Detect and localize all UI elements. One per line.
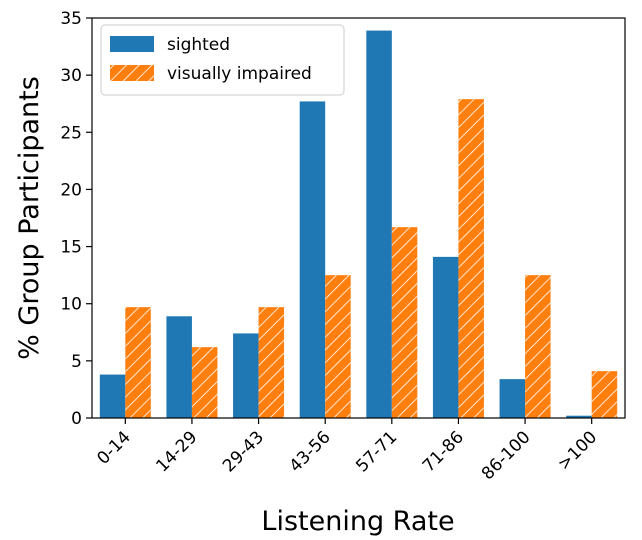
- y-tick-label: 30: [60, 66, 82, 86]
- bar-sighted-5: [432, 256, 459, 418]
- bar-sighted-1: [166, 316, 192, 418]
- y-axis: 0 5 10 15 20 25 30 35: [60, 9, 92, 429]
- x-tick-label: 71-86: [419, 427, 468, 476]
- y-tick-label: 0: [71, 409, 82, 429]
- legend-swatch-sighted: [110, 36, 154, 52]
- y-tick-label: 10: [60, 295, 82, 315]
- x-tick-label: 0-14: [93, 427, 134, 468]
- bar-hatch-4: [391, 227, 418, 418]
- plot-frame: [91, 17, 626, 419]
- bar-sighted-4: [366, 30, 392, 418]
- legend-swatch-hatch: [110, 65, 154, 81]
- y-tick-label: 5: [71, 352, 82, 372]
- y-tick-label: 15: [60, 238, 82, 258]
- bar-sighted-0: [99, 374, 126, 418]
- x-tick-label: 14-29: [152, 427, 201, 476]
- x-axis-title: Listening Rate: [261, 506, 454, 537]
- y-tick-label: 35: [60, 9, 82, 29]
- x-tick-label: 86-100: [478, 427, 535, 484]
- x-axis: 0-14 14-29 29-43 43-56 57-71 71-86 86-100 >100: [93, 418, 601, 484]
- x-tick-label: >100: [554, 427, 601, 474]
- plot-area: [99, 30, 618, 419]
- bar-sighted-3: [299, 101, 326, 418]
- bar-hatch-6: [525, 275, 551, 418]
- x-tick-label: 43-56: [286, 427, 335, 476]
- y-tick-label: 20: [60, 180, 82, 200]
- y-tick-label: 25: [60, 123, 82, 143]
- bar-hatch-0: [125, 307, 151, 418]
- legend-label-visually-impaired: visually impaired: [167, 64, 312, 84]
- x-tick-label: 29-43: [219, 427, 268, 476]
- bar-sighted-7: [566, 415, 592, 418]
- bar-hatch-2: [258, 307, 285, 418]
- legend-box: [100, 24, 345, 96]
- bar-sighted-2: [233, 333, 259, 418]
- bar-hatch-1: [191, 347, 218, 418]
- legend-label-sighted: sighted: [167, 35, 230, 55]
- bar-sighted-6: [499, 379, 526, 418]
- bar-hatch-7: [591, 371, 618, 418]
- y-axis-title: % Group Participants: [14, 76, 45, 360]
- legend: sighted visually impaired: [100, 24, 345, 96]
- bar-hatch-3: [325, 275, 351, 418]
- bar-hatch-5: [458, 99, 484, 419]
- x-tick-label: 57-71: [352, 427, 401, 476]
